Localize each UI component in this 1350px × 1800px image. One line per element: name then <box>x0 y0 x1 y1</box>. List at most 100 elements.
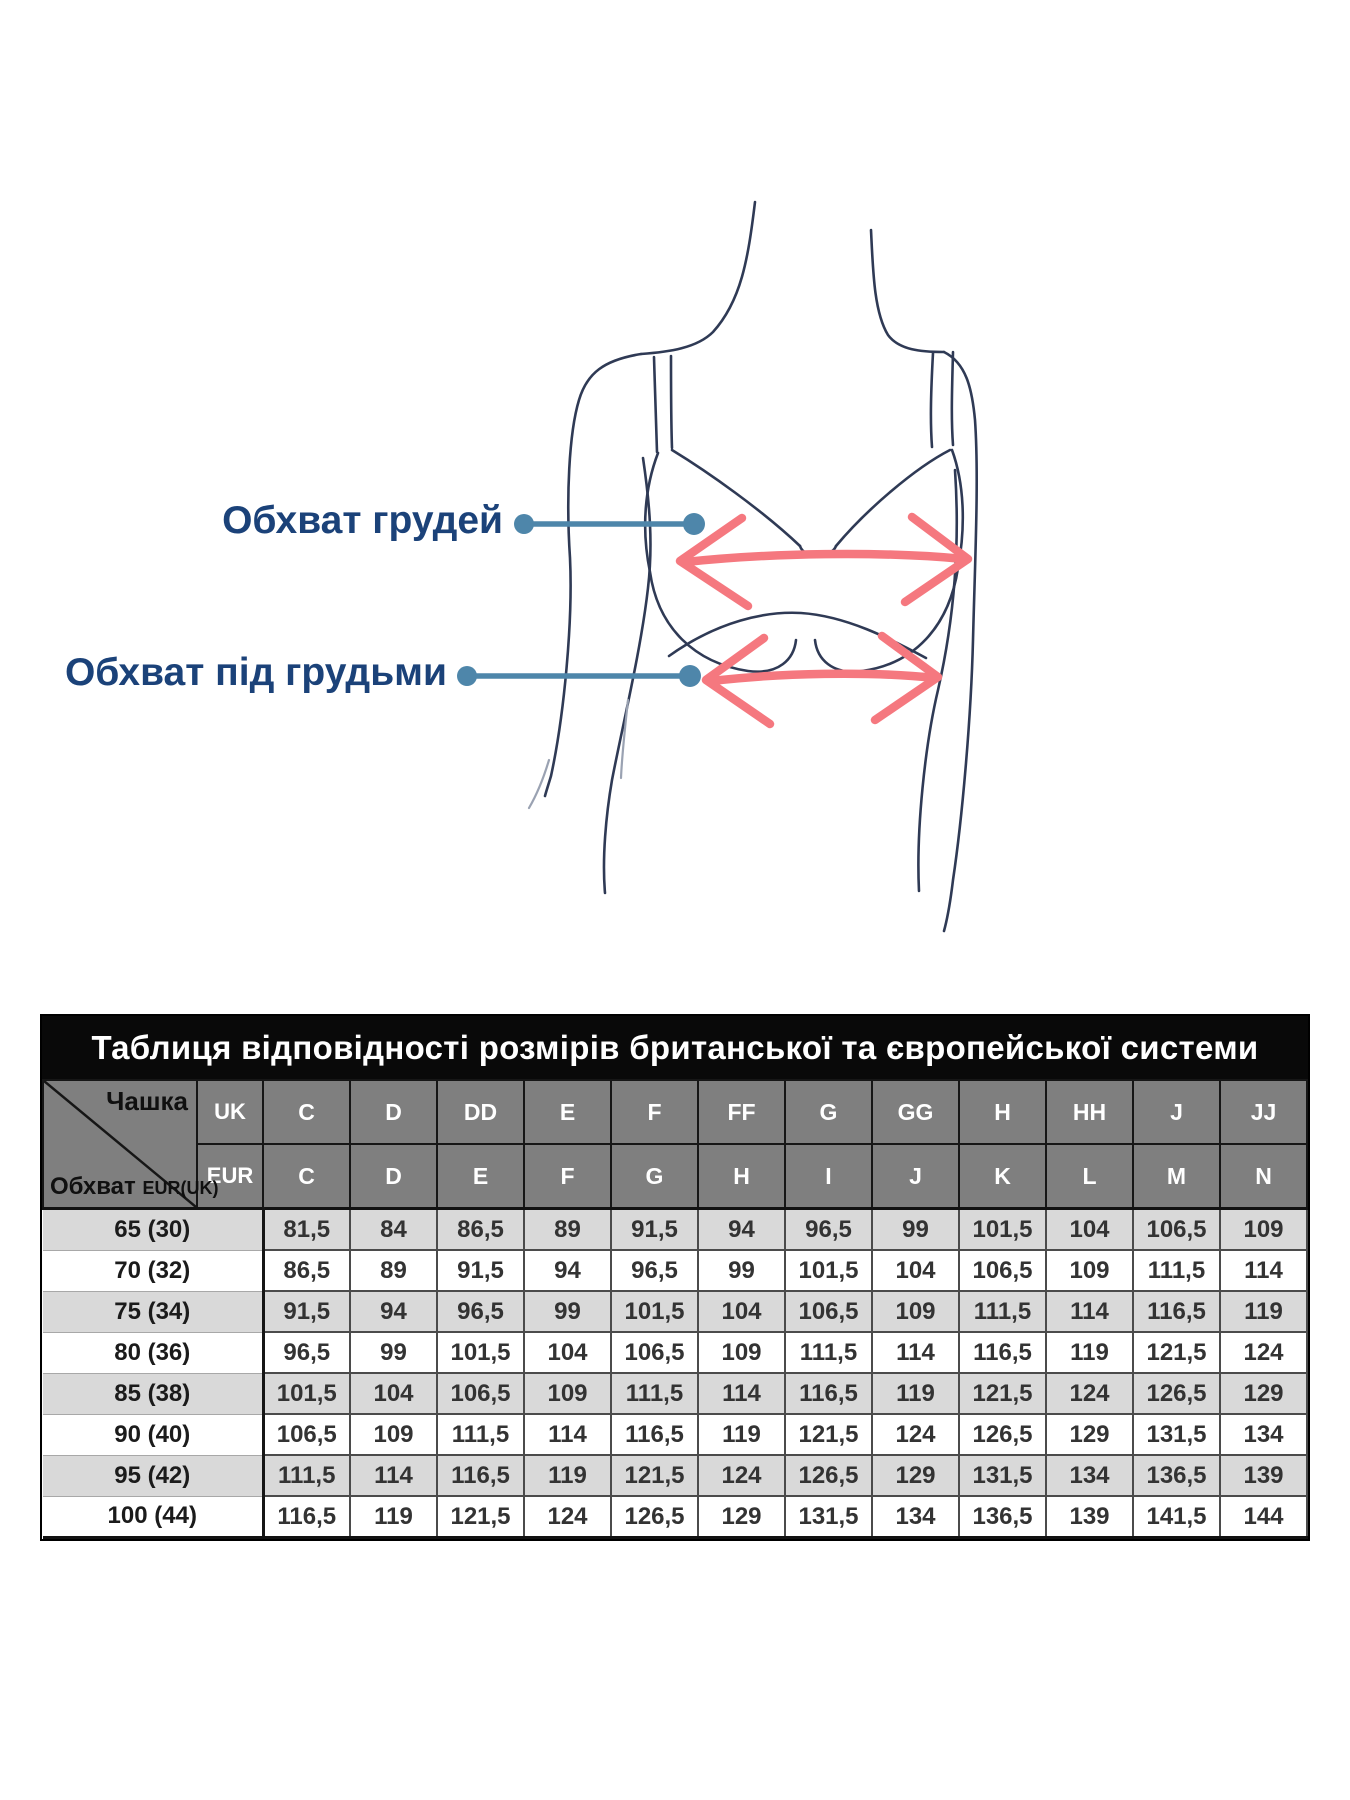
value-cell: 124 <box>871 1413 960 1456</box>
table-row: 95 (42) 111,5 114 116,5 119 121,5 124 126,5 129 1… <box>43 1454 1308 1497</box>
uk-cup-cell: GG <box>871 1079 960 1145</box>
system-label-uk: UK <box>196 1079 264 1145</box>
value-cell: 121,5 <box>610 1454 699 1497</box>
underbust-label: Обхват під грудьми <box>64 651 447 694</box>
eur-cup-cell: K <box>958 1143 1047 1210</box>
value-cell: 109 <box>1045 1249 1134 1292</box>
left-arm-fade-line <box>527 758 551 810</box>
uk-cup-cell: J <box>1132 1079 1221 1145</box>
value-cell: 86,5 <box>436 1207 525 1251</box>
uk-cup-cell: C <box>262 1079 351 1145</box>
band-cell: 90 (40) <box>43 1413 265 1455</box>
value-cell: 109 <box>523 1372 612 1415</box>
value-cell: 106,5 <box>610 1331 699 1374</box>
bust-arrow-head-right <box>900 512 973 607</box>
bust-callout-dot-start <box>514 514 534 534</box>
value-cell: 129 <box>871 1454 960 1497</box>
left-cup-outline <box>643 451 798 673</box>
eur-cup-cell: D <box>349 1143 438 1210</box>
value-cell: 124 <box>1045 1372 1134 1415</box>
value-cell: 89 <box>523 1207 612 1251</box>
value-cell: 111,5 <box>262 1454 351 1497</box>
eur-cup-cell: G <box>610 1143 699 1210</box>
value-cell: 101,5 <box>262 1372 351 1415</box>
uk-cup-cell: E <box>523 1079 612 1145</box>
bust-callout-line <box>514 513 705 535</box>
value-cell: 141,5 <box>1132 1495 1221 1539</box>
bust-label: Обхват грудей <box>222 499 503 542</box>
left-cup-top-line <box>670 448 802 548</box>
table-row: 70 (32) 86,5 89 91,5 94 96,5 99 101,5 104 106,5 10… <box>43 1249 1308 1292</box>
eur-cup-cell: M <box>1132 1143 1221 1210</box>
value-cell: 109 <box>1219 1207 1308 1251</box>
value-cell: 106,5 <box>436 1372 525 1415</box>
value-cell: 104 <box>871 1249 960 1292</box>
eur-cup-cell: H <box>697 1143 786 1210</box>
value-cell: 119 <box>1219 1290 1308 1333</box>
value-cell: 106,5 <box>784 1290 873 1333</box>
value-cell: 99 <box>523 1290 612 1333</box>
left-arm-line <box>543 352 643 798</box>
system-label-eur: EUR <box>196 1143 264 1210</box>
value-cell: 116,5 <box>1132 1290 1221 1333</box>
value-cell: 129 <box>1219 1372 1308 1415</box>
value-cell: 119 <box>523 1454 612 1497</box>
uk-cup-cell: F <box>610 1079 699 1145</box>
diagonal-line <box>44 1081 196 1207</box>
value-cell: 94 <box>523 1249 612 1292</box>
value-cell: 136,5 <box>1132 1454 1221 1497</box>
value-cell: 114 <box>523 1413 612 1456</box>
right-strap-line-2 <box>950 350 955 447</box>
value-cell: 94 <box>349 1290 438 1333</box>
value-cell: 134 <box>1219 1413 1308 1456</box>
band-cell: 85 (38) <box>43 1372 265 1414</box>
value-cell: 111,5 <box>784 1331 873 1374</box>
band-cell: 95 (42) <box>43 1454 265 1496</box>
value-cell: 94 <box>697 1207 786 1251</box>
bust-callout-dot-end <box>683 513 705 535</box>
value-cell: 116,5 <box>262 1495 351 1539</box>
value-cell: 121,5 <box>1132 1331 1221 1374</box>
value-cell: 119 <box>1045 1331 1134 1374</box>
value-cell: 81,5 <box>262 1207 351 1251</box>
value-cell: 134 <box>871 1495 960 1539</box>
value-cell: 111,5 <box>958 1290 1047 1333</box>
band-cell: 80 (36) <box>43 1331 265 1373</box>
underbust-callout-line <box>457 665 701 687</box>
eur-cup-cell: E <box>436 1143 525 1210</box>
uk-cup-cell: G <box>784 1079 873 1145</box>
value-cell: 126,5 <box>958 1413 1047 1456</box>
uk-cup-cell: DD <box>436 1079 525 1145</box>
uk-cup-cell: FF <box>697 1079 786 1145</box>
value-cell: 99 <box>697 1249 786 1292</box>
bust-arrow-head-left <box>675 513 753 611</box>
value-cell: 119 <box>871 1372 960 1415</box>
value-cell: 131,5 <box>958 1454 1047 1497</box>
value-cell: 104 <box>697 1290 786 1333</box>
table-row: 80 (36) 96,5 99 101,5 104 106,5 109 111,5 114 116… <box>43 1331 1308 1374</box>
size-table-section: Таблиця відповідності розмірів британськ… <box>40 1014 1310 1541</box>
value-cell: 99 <box>349 1331 438 1374</box>
uk-cup-cell: D <box>349 1079 438 1145</box>
value-cell: 106,5 <box>1132 1207 1221 1251</box>
uk-cup-cell: JJ <box>1219 1079 1308 1145</box>
uk-cup-row: Чашка Обхват EUR(UK) UK C D DD E F FF G GG H HH J J… <box>42 1079 1308 1210</box>
value-cell: 106,5 <box>958 1249 1047 1292</box>
torso-sketch <box>527 200 979 933</box>
value-cell: 109 <box>697 1331 786 1374</box>
band-cell: 65 (30) <box>43 1207 265 1250</box>
eur-cup-cell: J <box>871 1143 960 1210</box>
table-row: 75 (34) 91,5 94 96,5 99 101,5 104 106,5 109 111,5… <box>43 1290 1308 1333</box>
value-cell: 121,5 <box>436 1495 525 1539</box>
value-cell: 96,5 <box>436 1290 525 1333</box>
value-cell: 114 <box>1045 1290 1134 1333</box>
value-cell: 126,5 <box>1132 1372 1221 1415</box>
value-cell: 86,5 <box>262 1249 351 1292</box>
value-cell: 96,5 <box>610 1249 699 1292</box>
value-cell: 101,5 <box>436 1331 525 1374</box>
left-strap-line <box>652 355 659 454</box>
eur-cup-cell: L <box>1045 1143 1134 1210</box>
value-cell: 136,5 <box>958 1495 1047 1539</box>
value-cell: 121,5 <box>958 1372 1047 1415</box>
